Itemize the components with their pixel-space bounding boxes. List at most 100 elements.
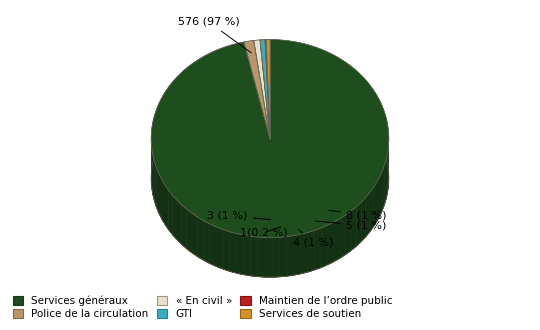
Polygon shape (266, 40, 270, 139)
Polygon shape (244, 235, 251, 276)
Polygon shape (157, 168, 159, 214)
Polygon shape (168, 190, 173, 235)
Polygon shape (151, 40, 389, 238)
Text: 5 (1 %): 5 (1 %) (316, 221, 386, 231)
Polygon shape (216, 227, 222, 269)
Polygon shape (328, 222, 334, 265)
Polygon shape (192, 213, 198, 257)
Polygon shape (260, 40, 270, 139)
Polygon shape (198, 217, 204, 260)
Polygon shape (315, 228, 321, 270)
Polygon shape (308, 230, 315, 272)
Polygon shape (265, 238, 272, 277)
Polygon shape (361, 197, 366, 242)
Polygon shape (308, 230, 315, 272)
Polygon shape (294, 234, 301, 275)
Polygon shape (382, 165, 384, 210)
Polygon shape (272, 237, 280, 277)
Polygon shape (340, 215, 346, 258)
Polygon shape (265, 40, 270, 139)
Polygon shape (386, 153, 388, 198)
Polygon shape (162, 180, 165, 224)
Polygon shape (204, 221, 210, 263)
Polygon shape (157, 168, 159, 214)
Polygon shape (294, 234, 301, 275)
Polygon shape (181, 205, 187, 249)
Polygon shape (254, 40, 270, 139)
Polygon shape (370, 187, 374, 232)
Polygon shape (151, 40, 389, 238)
Polygon shape (352, 207, 356, 250)
Polygon shape (346, 211, 352, 254)
Polygon shape (216, 227, 222, 269)
Polygon shape (386, 153, 388, 198)
Polygon shape (258, 237, 265, 277)
Polygon shape (287, 236, 294, 276)
Polygon shape (356, 202, 361, 246)
Polygon shape (266, 40, 270, 139)
Polygon shape (244, 41, 270, 139)
Polygon shape (230, 232, 237, 273)
Polygon shape (384, 159, 386, 204)
Polygon shape (374, 182, 377, 227)
Ellipse shape (151, 79, 389, 277)
Polygon shape (151, 145, 152, 190)
Polygon shape (153, 156, 154, 202)
Polygon shape (382, 165, 384, 210)
Polygon shape (315, 228, 321, 270)
Polygon shape (244, 41, 270, 139)
Text: 1(0.2 %): 1(0.2 %) (240, 227, 288, 238)
Polygon shape (328, 222, 334, 265)
Polygon shape (254, 40, 270, 139)
Text: 3 (1 %): 3 (1 %) (207, 211, 271, 221)
Polygon shape (374, 182, 377, 227)
Polygon shape (272, 237, 280, 277)
Polygon shape (173, 195, 177, 240)
Polygon shape (173, 195, 177, 240)
Polygon shape (154, 162, 157, 208)
Polygon shape (165, 185, 168, 230)
Polygon shape (187, 209, 192, 253)
Polygon shape (159, 174, 162, 219)
Polygon shape (380, 170, 382, 216)
Polygon shape (165, 185, 168, 230)
Polygon shape (152, 150, 153, 196)
Polygon shape (152, 150, 153, 196)
Polygon shape (301, 232, 308, 274)
Polygon shape (210, 224, 216, 266)
Polygon shape (366, 192, 370, 237)
Polygon shape (153, 156, 154, 202)
Polygon shape (177, 200, 181, 245)
Polygon shape (301, 232, 308, 274)
Polygon shape (159, 174, 162, 219)
Polygon shape (192, 213, 198, 257)
Polygon shape (204, 221, 210, 263)
Polygon shape (287, 236, 294, 276)
Polygon shape (244, 235, 251, 276)
Polygon shape (237, 234, 244, 275)
Polygon shape (181, 205, 187, 249)
Polygon shape (187, 209, 192, 253)
Text: 576 (97 %): 576 (97 %) (178, 17, 251, 53)
Legend: Services généraux, Police de la circulation, « En civil », GTI, Maintien de l’or: Services généraux, Police de la circulat… (11, 294, 395, 321)
Polygon shape (384, 159, 386, 204)
Polygon shape (198, 217, 204, 260)
Polygon shape (340, 215, 346, 258)
Polygon shape (280, 237, 287, 277)
Polygon shape (210, 224, 216, 266)
Polygon shape (222, 229, 230, 271)
Polygon shape (222, 229, 230, 271)
Polygon shape (265, 238, 272, 277)
Polygon shape (280, 237, 287, 277)
Polygon shape (380, 170, 382, 216)
Polygon shape (377, 176, 380, 221)
Polygon shape (230, 232, 237, 273)
Polygon shape (370, 187, 374, 232)
Polygon shape (251, 236, 258, 277)
Polygon shape (258, 237, 265, 277)
Polygon shape (352, 207, 356, 250)
Polygon shape (356, 202, 361, 246)
Polygon shape (154, 162, 157, 208)
Polygon shape (334, 218, 340, 262)
Polygon shape (334, 218, 340, 262)
